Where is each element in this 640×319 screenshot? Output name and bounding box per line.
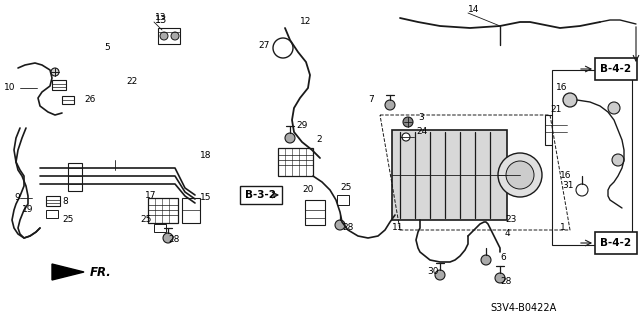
Circle shape (51, 68, 59, 76)
Text: 15: 15 (200, 192, 211, 202)
Bar (305, 200, 325, 225)
Text: 7: 7 (368, 95, 374, 105)
Bar (62, 96, 74, 104)
Polygon shape (52, 264, 84, 280)
Circle shape (435, 270, 445, 280)
Text: 23: 23 (505, 216, 516, 225)
Text: 5: 5 (104, 43, 109, 53)
Bar (278, 148, 313, 176)
Circle shape (576, 184, 588, 196)
Bar (46, 196, 60, 206)
Text: 28: 28 (342, 224, 353, 233)
Circle shape (273, 38, 293, 58)
Text: 4: 4 (505, 228, 511, 238)
Text: 31: 31 (562, 182, 573, 190)
Text: 25: 25 (62, 216, 74, 225)
Text: B-4-2: B-4-2 (600, 64, 632, 74)
Bar (154, 224, 166, 232)
Text: 6: 6 (500, 254, 506, 263)
Circle shape (335, 220, 345, 230)
Text: 2: 2 (316, 136, 322, 145)
Text: 1: 1 (560, 224, 566, 233)
Text: 25: 25 (140, 216, 152, 225)
Bar (148, 198, 178, 223)
Bar (240, 186, 282, 204)
Circle shape (495, 273, 505, 283)
Text: 29: 29 (296, 122, 307, 130)
Circle shape (506, 161, 534, 189)
Circle shape (612, 154, 624, 166)
Bar (392, 130, 507, 220)
Circle shape (563, 93, 577, 107)
Text: 27: 27 (258, 41, 269, 49)
Text: S3V4-B0422A: S3V4-B0422A (490, 303, 556, 313)
Text: 30: 30 (427, 268, 438, 277)
Bar (68, 163, 82, 191)
Text: FR.: FR. (90, 265, 112, 278)
Bar (52, 80, 66, 90)
Circle shape (160, 32, 168, 40)
Bar (46, 210, 58, 218)
Text: 9: 9 (14, 194, 20, 203)
Text: 16: 16 (556, 84, 568, 93)
Circle shape (285, 133, 295, 143)
Text: 12: 12 (300, 18, 312, 26)
Bar (337, 195, 349, 205)
Text: 24: 24 (416, 128, 428, 137)
Text: 22: 22 (126, 78, 137, 86)
Text: 28: 28 (500, 278, 511, 286)
Circle shape (171, 32, 179, 40)
Text: 25: 25 (340, 183, 351, 192)
Bar (552, 70, 632, 245)
Circle shape (163, 233, 173, 243)
Text: B-3-2: B-3-2 (246, 190, 276, 200)
Circle shape (481, 255, 491, 265)
Text: 10: 10 (4, 84, 15, 93)
Bar (158, 28, 180, 44)
Text: 16: 16 (560, 170, 572, 180)
Bar (595, 232, 637, 254)
Text: 3: 3 (418, 113, 424, 122)
Text: 26: 26 (84, 95, 95, 105)
Text: 21: 21 (550, 106, 561, 115)
Text: 11: 11 (392, 224, 403, 233)
Text: 8: 8 (62, 197, 68, 206)
Circle shape (403, 117, 413, 127)
Bar (545, 115, 567, 145)
Circle shape (608, 102, 620, 114)
Text: 14: 14 (468, 5, 479, 14)
Text: 28: 28 (168, 235, 179, 244)
Text: 20: 20 (302, 186, 314, 195)
Circle shape (385, 100, 395, 110)
Text: 13: 13 (155, 13, 166, 23)
Circle shape (402, 133, 410, 141)
Text: 13: 13 (155, 15, 167, 25)
Text: 18: 18 (200, 151, 211, 160)
Circle shape (498, 153, 542, 197)
Text: 19: 19 (22, 205, 33, 214)
Bar (595, 58, 637, 80)
Text: B-4-2: B-4-2 (600, 238, 632, 248)
Text: 17: 17 (145, 190, 157, 199)
Bar (182, 198, 200, 223)
